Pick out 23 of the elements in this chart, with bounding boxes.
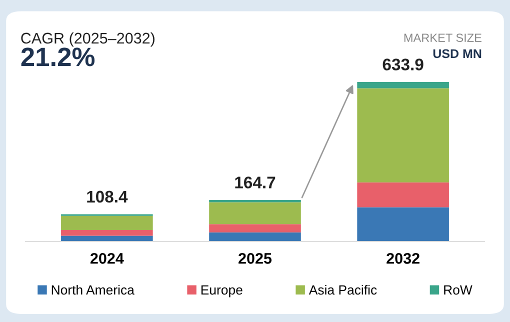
legend-label: Europe bbox=[201, 285, 242, 298]
bar bbox=[209, 224, 301, 232]
annotation: 164.7 bbox=[235, 176, 276, 188]
bar bbox=[209, 202, 301, 224]
legend-label: RoW bbox=[444, 285, 472, 295]
bar bbox=[209, 232, 301, 242]
x-tick-label: 2025 bbox=[238, 253, 272, 264]
annotation: 108.4 bbox=[87, 190, 128, 203]
text: USD MN bbox=[433, 49, 482, 58]
x-tick-label: 2024 bbox=[90, 253, 124, 264]
bar bbox=[357, 88, 449, 182]
chart-title: CAGR (2025–2032) bbox=[21, 32, 154, 47]
bar bbox=[61, 230, 153, 236]
text: MARKET SIZE bbox=[404, 34, 482, 42]
legend-label: Asia Pacific bbox=[308, 284, 377, 295]
legend-label: North America bbox=[52, 284, 134, 295]
annotation: 633.9 bbox=[382, 58, 424, 70]
bar bbox=[357, 82, 449, 88]
x-tick-label: 2032 bbox=[386, 253, 420, 264]
bar bbox=[61, 216, 153, 230]
chart-subtitle: 21.2% bbox=[21, 48, 95, 66]
bar bbox=[357, 182, 449, 208]
bar bbox=[357, 207, 449, 242]
